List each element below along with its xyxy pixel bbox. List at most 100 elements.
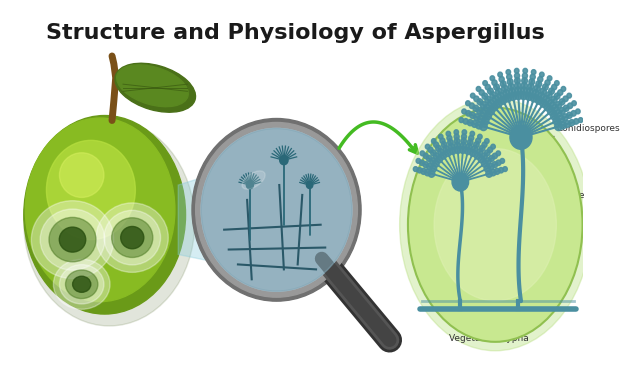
Circle shape	[441, 142, 447, 148]
Circle shape	[543, 95, 550, 103]
Circle shape	[572, 101, 577, 106]
Circle shape	[500, 81, 506, 87]
Circle shape	[546, 92, 552, 99]
Circle shape	[492, 95, 499, 103]
Circle shape	[247, 181, 254, 189]
Circle shape	[419, 160, 424, 165]
Circle shape	[443, 145, 449, 152]
Circle shape	[449, 147, 456, 154]
Circle shape	[420, 151, 424, 156]
Circle shape	[482, 142, 487, 147]
Circle shape	[484, 104, 491, 112]
Circle shape	[485, 96, 491, 103]
Circle shape	[468, 120, 473, 126]
Circle shape	[500, 96, 506, 104]
Circle shape	[430, 165, 436, 172]
Circle shape	[564, 120, 570, 128]
Circle shape	[555, 102, 562, 108]
Circle shape	[540, 88, 546, 95]
Circle shape	[413, 167, 418, 172]
Circle shape	[495, 99, 502, 107]
Circle shape	[526, 88, 533, 95]
Circle shape	[306, 181, 313, 188]
Circle shape	[192, 119, 361, 301]
Circle shape	[474, 142, 479, 148]
Circle shape	[555, 122, 562, 131]
Circle shape	[446, 131, 451, 136]
Circle shape	[515, 87, 521, 94]
Circle shape	[480, 110, 487, 117]
Ellipse shape	[49, 217, 96, 262]
Circle shape	[523, 68, 528, 73]
Circle shape	[525, 92, 533, 101]
Circle shape	[482, 93, 488, 99]
Circle shape	[452, 173, 469, 191]
Circle shape	[454, 134, 459, 140]
Circle shape	[436, 156, 443, 163]
Circle shape	[468, 140, 473, 145]
Circle shape	[479, 90, 485, 95]
Circle shape	[493, 153, 498, 159]
Circle shape	[578, 118, 583, 123]
Circle shape	[538, 92, 545, 99]
Circle shape	[201, 128, 352, 291]
Circle shape	[454, 130, 458, 135]
Ellipse shape	[116, 65, 188, 107]
Circle shape	[492, 162, 498, 168]
Circle shape	[429, 158, 436, 164]
Circle shape	[431, 139, 436, 144]
Circle shape	[547, 99, 554, 107]
Circle shape	[561, 86, 566, 91]
Circle shape	[515, 92, 522, 99]
Text: Structure and Physiology of Aspergillus: Structure and Physiology of Aspergillus	[46, 23, 545, 43]
Circle shape	[459, 147, 466, 154]
Circle shape	[563, 105, 569, 111]
Circle shape	[562, 114, 568, 121]
Circle shape	[424, 169, 431, 176]
Circle shape	[522, 73, 528, 79]
Circle shape	[454, 142, 460, 149]
Circle shape	[508, 88, 516, 95]
Circle shape	[426, 156, 432, 162]
Circle shape	[461, 134, 466, 140]
Circle shape	[488, 88, 493, 94]
Ellipse shape	[24, 116, 185, 314]
Ellipse shape	[104, 210, 160, 265]
Circle shape	[428, 170, 435, 177]
Circle shape	[573, 119, 579, 124]
Polygon shape	[178, 155, 275, 275]
Ellipse shape	[408, 108, 583, 342]
Circle shape	[492, 80, 497, 85]
Circle shape	[559, 99, 565, 105]
Circle shape	[507, 79, 513, 85]
Circle shape	[474, 152, 481, 159]
Circle shape	[510, 125, 532, 149]
Circle shape	[423, 153, 428, 159]
Circle shape	[498, 72, 503, 77]
Circle shape	[538, 76, 543, 82]
Circle shape	[476, 138, 481, 144]
Circle shape	[503, 89, 510, 97]
Circle shape	[547, 76, 552, 81]
Circle shape	[528, 83, 534, 90]
Circle shape	[466, 101, 470, 106]
Circle shape	[488, 147, 493, 153]
Circle shape	[484, 112, 491, 120]
Circle shape	[280, 156, 288, 165]
Ellipse shape	[24, 120, 195, 326]
Circle shape	[488, 163, 494, 170]
Circle shape	[554, 93, 560, 99]
Circle shape	[485, 158, 491, 164]
Circle shape	[425, 144, 430, 149]
Circle shape	[521, 78, 528, 84]
Circle shape	[508, 83, 515, 90]
Circle shape	[567, 93, 572, 98]
Circle shape	[196, 122, 357, 297]
Circle shape	[470, 131, 475, 136]
Circle shape	[500, 159, 505, 163]
Circle shape	[498, 92, 505, 99]
Circle shape	[552, 85, 557, 90]
Ellipse shape	[59, 265, 104, 304]
Circle shape	[485, 150, 490, 156]
Circle shape	[560, 122, 567, 129]
